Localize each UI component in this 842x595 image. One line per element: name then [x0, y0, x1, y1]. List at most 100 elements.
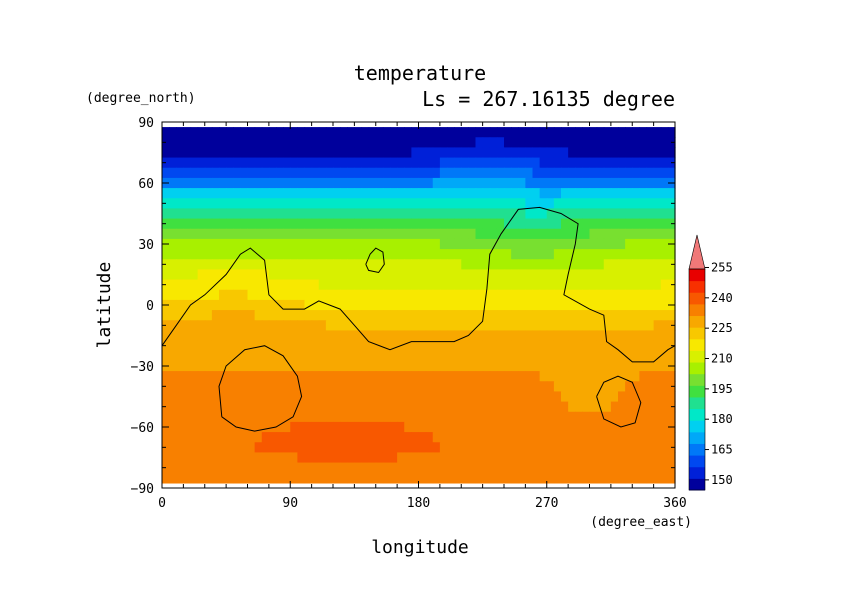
- field-cell: [660, 238, 669, 250]
- field-cell: [475, 167, 484, 179]
- field-cell: [318, 147, 327, 159]
- field-cell: [546, 188, 555, 199]
- field-cell: [639, 462, 648, 474]
- field-cell: [575, 472, 583, 484]
- colorbar-segment: [689, 455, 705, 468]
- field-cell: [447, 391, 455, 403]
- field-cell: [297, 279, 306, 291]
- field-cell: [397, 452, 405, 464]
- field-cell: [432, 228, 441, 240]
- field-cell: [404, 177, 412, 189]
- field-cell: [447, 462, 455, 474]
- field-cell: [233, 442, 241, 454]
- field-cell: [375, 188, 384, 199]
- field-cell: [454, 147, 462, 159]
- field-cell: [333, 310, 341, 321]
- field-cell: [333, 340, 341, 352]
- field-cell: [318, 330, 327, 342]
- field-cell: [397, 421, 405, 433]
- field-cell: [518, 381, 526, 393]
- field-cell: [375, 371, 384, 382]
- field-cell: [283, 330, 291, 342]
- field-cell: [475, 188, 484, 199]
- field-cell: [268, 340, 277, 352]
- field-cell: [596, 238, 605, 250]
- field-cell: [660, 269, 669, 281]
- field-cell: [219, 360, 227, 372]
- field-cell: [204, 371, 213, 382]
- field-cell: [447, 452, 455, 464]
- field-cell: [197, 167, 206, 179]
- field-cell: [261, 442, 270, 454]
- field-cell: [603, 330, 612, 342]
- field-cell: [183, 249, 192, 260]
- field-cell: [404, 238, 412, 250]
- field-cell: [361, 381, 370, 393]
- field-cell: [482, 371, 491, 382]
- field-cell: [439, 371, 448, 382]
- field-cell: [603, 147, 612, 159]
- field-cell: [653, 401, 662, 413]
- field-cell: [176, 238, 184, 250]
- field-cell: [340, 177, 348, 189]
- field-cell: [276, 472, 284, 484]
- field-cell: [183, 432, 192, 443]
- field-cell: [589, 432, 598, 443]
- field-cell: [397, 310, 405, 321]
- field-cell: [226, 340, 234, 352]
- field-cell: [297, 228, 306, 240]
- field-cell: [618, 228, 626, 240]
- field-cell: [261, 269, 270, 281]
- field-cell: [283, 228, 291, 240]
- field-cell: [276, 218, 284, 230]
- field-cell: [439, 218, 448, 230]
- field-cell: [461, 289, 469, 301]
- field-cell: [404, 259, 412, 271]
- field-cell: [197, 360, 206, 372]
- field-cell: [404, 350, 412, 362]
- field-cell: [304, 127, 313, 138]
- field-cell: [518, 340, 526, 352]
- field-cell: [226, 391, 234, 403]
- field-cell: [268, 218, 277, 230]
- field-cell: [582, 137, 591, 149]
- field-cell: [432, 320, 441, 332]
- field-cell: [254, 371, 263, 382]
- field-cell: [461, 340, 469, 352]
- field-cell: [354, 177, 363, 189]
- field-cell: [268, 269, 277, 281]
- field-cell: [482, 401, 491, 413]
- field-cell: [632, 289, 640, 301]
- field-cell: [632, 330, 640, 342]
- field-cell: [204, 442, 213, 454]
- field-cell: [496, 289, 505, 301]
- field-cell: [411, 299, 420, 311]
- field-cell: [610, 340, 619, 352]
- field-cell: [368, 269, 377, 281]
- colorbar-segment: [689, 338, 705, 351]
- field-cell: [610, 350, 619, 362]
- field-cell: [489, 249, 498, 260]
- field-cell: [354, 330, 363, 342]
- field-cell: [646, 350, 655, 362]
- field-cell: [618, 330, 626, 342]
- field-cell: [546, 269, 555, 281]
- field-cell: [475, 452, 484, 464]
- field-cell: [411, 411, 420, 423]
- field-cell: [347, 381, 355, 393]
- field-cell: [233, 340, 241, 352]
- field-cell: [475, 198, 484, 210]
- field-cell: [425, 198, 434, 210]
- field-cell: [347, 421, 355, 433]
- field-cell: [325, 238, 334, 250]
- field-cell: [397, 411, 405, 423]
- field-cell: [190, 452, 199, 464]
- field-cell: [546, 218, 555, 230]
- field-cell: [468, 208, 477, 220]
- field-cell: [603, 340, 612, 352]
- field-cell: [233, 401, 241, 413]
- field-cell: [447, 381, 455, 393]
- field-cell: [518, 411, 526, 423]
- field-cell: [546, 310, 555, 321]
- field-cell: [354, 320, 363, 332]
